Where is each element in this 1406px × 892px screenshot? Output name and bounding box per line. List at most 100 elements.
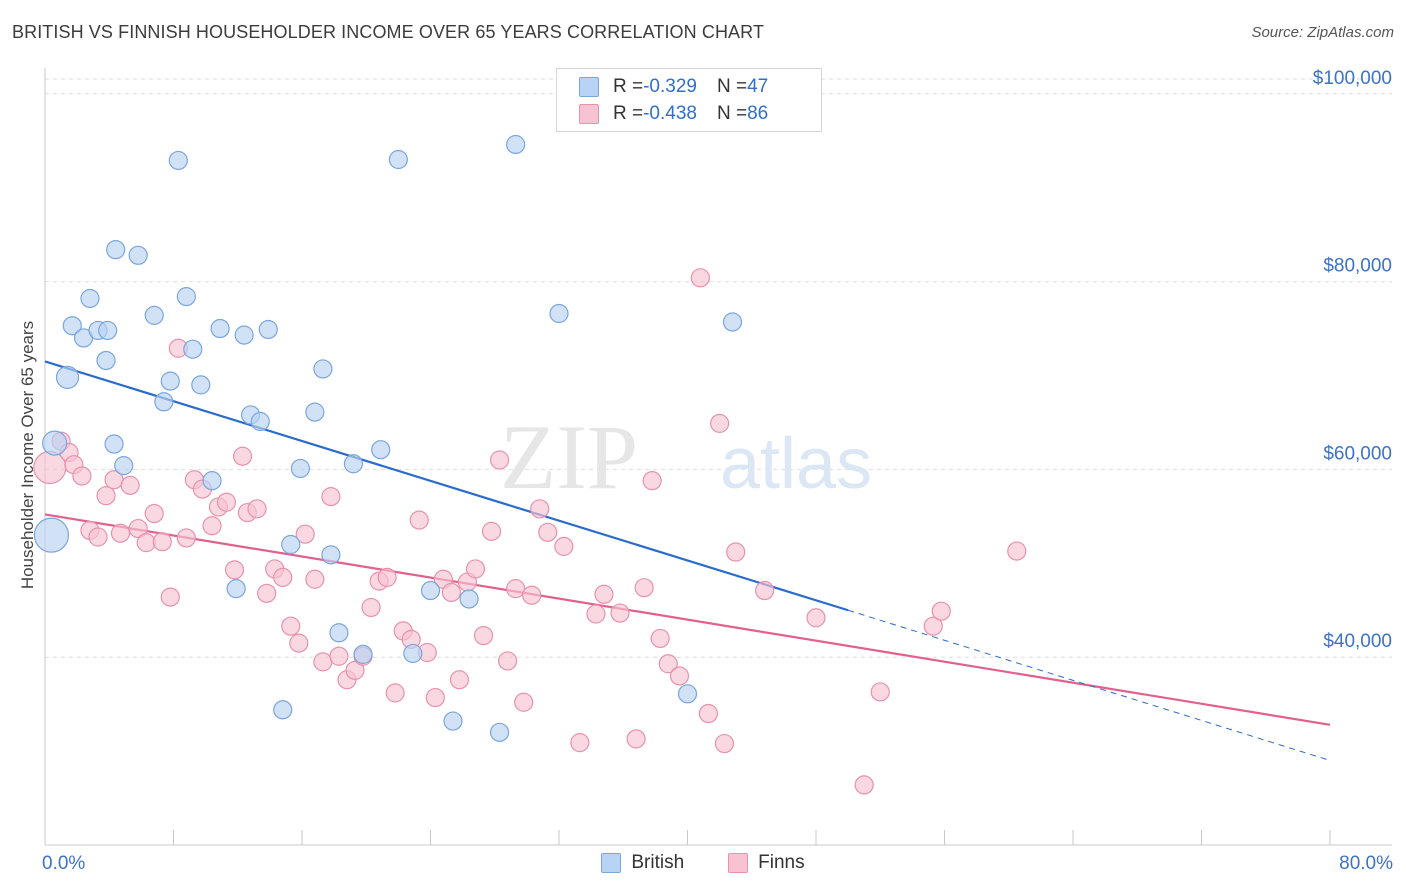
british-swatch <box>601 853 622 873</box>
finns-point <box>522 585 542 605</box>
finns-point <box>698 703 718 724</box>
british-point <box>273 700 293 720</box>
finns-point <box>554 536 574 556</box>
x-tick-label: 80.0% <box>1339 853 1393 874</box>
british-trend-line <box>44 360 849 612</box>
finns-point <box>216 492 237 512</box>
british-point <box>62 316 82 336</box>
finns-point <box>923 616 943 636</box>
british-point <box>80 288 100 309</box>
british-point <box>549 303 569 324</box>
finns-point <box>465 559 486 579</box>
r-value: -0.438 <box>643 103 697 124</box>
finns-point <box>642 471 662 491</box>
british-point <box>459 589 479 609</box>
legend-label: Finns <box>758 852 805 873</box>
finns-point <box>594 584 614 604</box>
finns-point <box>144 503 164 524</box>
finns-point <box>710 413 730 433</box>
british-point <box>258 319 278 340</box>
finns-point <box>120 475 140 495</box>
british-point <box>210 318 230 339</box>
finns-point <box>281 616 301 636</box>
british-point <box>144 305 164 325</box>
data-points <box>33 134 1027 795</box>
tick-labels: $40,000 $60,000 $80,000 $100,000 0.0% 80.0% <box>42 68 1393 874</box>
british-point <box>104 434 124 454</box>
y-tick-label: $60,000 <box>1323 443 1392 464</box>
legend-item-finns[interactable]: Finns <box>728 852 805 874</box>
british-point <box>234 325 254 345</box>
r-value: -0.329 <box>643 76 697 97</box>
finns-point <box>538 522 558 542</box>
finns-point <box>626 729 646 749</box>
finns-point <box>110 523 131 543</box>
finns-point <box>530 499 550 519</box>
british-point <box>191 375 211 395</box>
series-legend: British Finns <box>0 852 1406 874</box>
y-tick-label: $40,000 <box>1323 631 1392 652</box>
british-point <box>489 722 510 742</box>
british-point <box>96 350 116 371</box>
british-point <box>353 644 373 664</box>
watermark-atlas: atlas <box>720 424 872 504</box>
source-label: Source: ZipAtlas.com <box>1251 24 1394 41</box>
finns-point <box>449 670 470 690</box>
british-point <box>313 359 333 379</box>
british-point <box>305 402 325 422</box>
finns-point <box>72 466 92 486</box>
british-point <box>160 371 180 391</box>
british-point <box>250 411 270 432</box>
british-point <box>226 579 246 599</box>
legend-item-british[interactable]: British <box>601 852 684 874</box>
n-label: N = <box>716 76 748 97</box>
finns-point <box>305 569 325 589</box>
finns-point <box>160 587 180 607</box>
british-point <box>677 684 698 704</box>
finns-swatch <box>728 853 749 873</box>
british-point <box>343 454 363 474</box>
british-point <box>176 287 196 307</box>
n-value: 86 <box>747 103 769 124</box>
finns-point <box>481 521 502 541</box>
finns-point <box>506 579 526 599</box>
finns-point <box>634 578 654 598</box>
finns-point <box>714 733 735 754</box>
british-point <box>290 458 310 479</box>
finns-point <box>514 692 534 712</box>
watermark: ZIP atlas <box>500 406 872 508</box>
chart-title: BRITISH VS FINNISH HOUSEHOLDER INCOME OV… <box>12 22 765 42</box>
british-point <box>321 545 341 565</box>
finns-point <box>232 446 253 466</box>
british-point <box>106 240 126 260</box>
finns-point <box>650 628 670 649</box>
finns-point <box>931 601 951 621</box>
british-trend-extension <box>847 609 1331 761</box>
british-point <box>329 623 349 643</box>
legend-row-british: R = -0.329 N = 47 <box>579 75 768 99</box>
finns-point <box>257 583 277 603</box>
british-point <box>420 580 441 601</box>
finns-point <box>409 510 429 530</box>
finns-point <box>295 524 315 544</box>
finns-point <box>377 567 397 587</box>
finns-point <box>425 687 445 708</box>
finns-point <box>321 487 341 507</box>
finns-point <box>441 582 461 603</box>
finns-point <box>498 651 518 671</box>
british-point <box>388 149 408 170</box>
finns-point <box>361 597 381 618</box>
finns-point <box>202 516 222 536</box>
british-point <box>506 134 526 155</box>
r-label: R = <box>613 103 644 124</box>
r-label: R = <box>613 76 644 97</box>
british-point <box>403 643 423 664</box>
british-swatch <box>579 77 599 97</box>
finns-point <box>806 608 826 628</box>
british-point <box>55 365 80 389</box>
british-point <box>202 471 222 491</box>
finns-point <box>726 542 746 562</box>
finns-point <box>586 604 606 624</box>
british-point <box>128 245 148 265</box>
